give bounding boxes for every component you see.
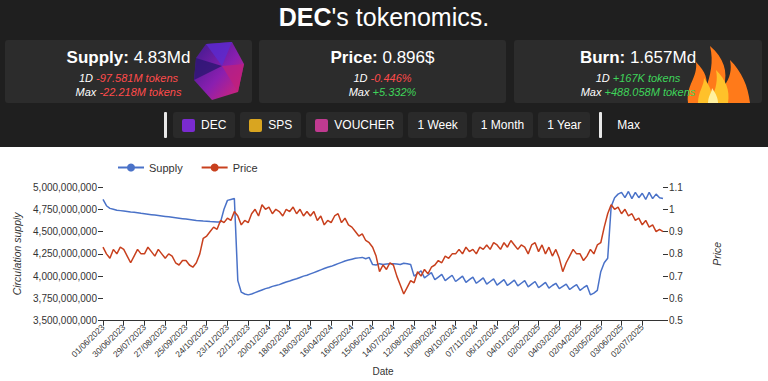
svg-text:0.8: 0.8 [669, 248, 683, 259]
html-text:1 Month: 1 Month [480, 118, 525, 132]
svg-text:07/11/2024: 07/11/2024 [443, 322, 480, 359]
svg-text:4,750,000,000: 4,750,000,000 [33, 204, 97, 215]
html-text:DEC 's tokenomics.: DEC 's tokenomics. [278, 3, 490, 31]
html-text:DEC: DEC [201, 118, 227, 132]
svg-text:0.6: 0.6 [669, 293, 683, 304]
svg-text:4,500,000,000: 4,500,000,000 [33, 226, 97, 237]
svg-text:Price: Price [233, 162, 258, 174]
html-text:Max: Max [617, 118, 640, 132]
svg-text:3,500,000,000: 3,500,000,000 [33, 315, 97, 326]
svg-text:09/10/2024: 09/10/2024 [422, 322, 460, 360]
svg-text:14/07/2024: 14/07/2024 [359, 322, 397, 360]
svg-text:01/06/2023: 01/06/2023 [69, 322, 107, 360]
svg-text:1.1: 1.1 [669, 182, 683, 193]
svg-text:0.7: 0.7 [669, 271, 683, 282]
svg-text:Supply: Supply [149, 162, 183, 174]
svg-text:16/05/2024: 16/05/2024 [318, 322, 356, 360]
svg-text:27/08/2023: 27/08/2023 [131, 322, 169, 360]
svg-text:02/07/2025: 02/07/2025 [609, 322, 646, 359]
svg-text:1: 1 [669, 204, 675, 215]
svg-text:04/03/2025: 04/03/2025 [525, 322, 563, 360]
html-text:1D +167K tokens: 1D +167K tokens [595, 72, 681, 84]
svg-text:30/06/2023: 30/06/2023 [90, 322, 128, 360]
svg-text:Date: Date [372, 366, 394, 377]
svg-text:18/02/2024: 18/02/2024 [256, 322, 294, 360]
svg-text:4,000,000,000: 4,000,000,000 [33, 271, 97, 282]
svg-text:0.9: 0.9 [669, 226, 683, 237]
html-text:Max +5.332%: Max +5.332% [348, 86, 417, 98]
svg-text:Circulation supply: Circulation supply [11, 212, 23, 296]
html-text:Price: 0.896$: Price: 0.896$ [330, 48, 435, 67]
svg-text:18/03/2024: 18/03/2024 [276, 322, 314, 360]
svg-text:5,000,000,000: 5,000,000,000 [33, 182, 97, 193]
html-text:Max -22.218M tokens: Max -22.218M tokens [75, 86, 182, 98]
svg-text:0.5: 0.5 [669, 315, 683, 326]
svg-text:15/06/2024: 15/06/2024 [339, 322, 377, 360]
html-text:1 Week: 1 Week [417, 118, 458, 132]
svg-text:20/01/2024: 20/01/2024 [235, 322, 273, 360]
svg-text:06/12/2024: 06/12/2024 [463, 322, 501, 360]
svg-text:03/05/2025: 03/05/2025 [567, 322, 605, 360]
svg-text:12/08/2024: 12/08/2024 [380, 322, 418, 360]
svg-text:10/09/2024: 10/09/2024 [401, 322, 439, 360]
svg-text:16/04/2024: 16/04/2024 [297, 322, 335, 360]
svg-text:04/01/2025: 04/01/2025 [484, 322, 522, 360]
html-text:1 Year: 1 Year [547, 118, 582, 132]
svg-text:22/12/2023: 22/12/2023 [214, 322, 252, 360]
html-text:Supply: 4.83Md: Supply: 4.83Md [66, 48, 191, 67]
svg-text:Price: Price [711, 242, 723, 266]
html-text:1D -0.446%: 1D -0.446% [353, 72, 412, 84]
svg-text:02/04/2025: 02/04/2025 [546, 322, 584, 360]
html-text:1D -97.581M tokens: 1D -97.581M tokens [79, 72, 178, 84]
html-text:SPS: SPS [268, 118, 293, 132]
svg-text:25/09/2023: 25/09/2023 [152, 322, 190, 360]
html-text:VOUCHER: VOUCHER [334, 118, 395, 132]
svg-text:3,750,000,000: 3,750,000,000 [33, 293, 97, 304]
svg-text:4,250,000,000: 4,250,000,000 [33, 248, 97, 259]
svg-text:02/02/2025: 02/02/2025 [505, 322, 543, 360]
svg-text:29/07/2023: 29/07/2023 [110, 322, 148, 360]
html-text:Burn: 1.657Md: Burn: 1.657Md [579, 48, 697, 67]
svg-text:03/06/2025: 03/06/2025 [588, 322, 626, 360]
html-text:Max +488.058M tokens: Max +488.058M tokens [580, 86, 696, 98]
svg-text:23/11/2023: 23/11/2023 [194, 322, 231, 359]
svg-text:24/10/2023: 24/10/2023 [173, 322, 211, 360]
